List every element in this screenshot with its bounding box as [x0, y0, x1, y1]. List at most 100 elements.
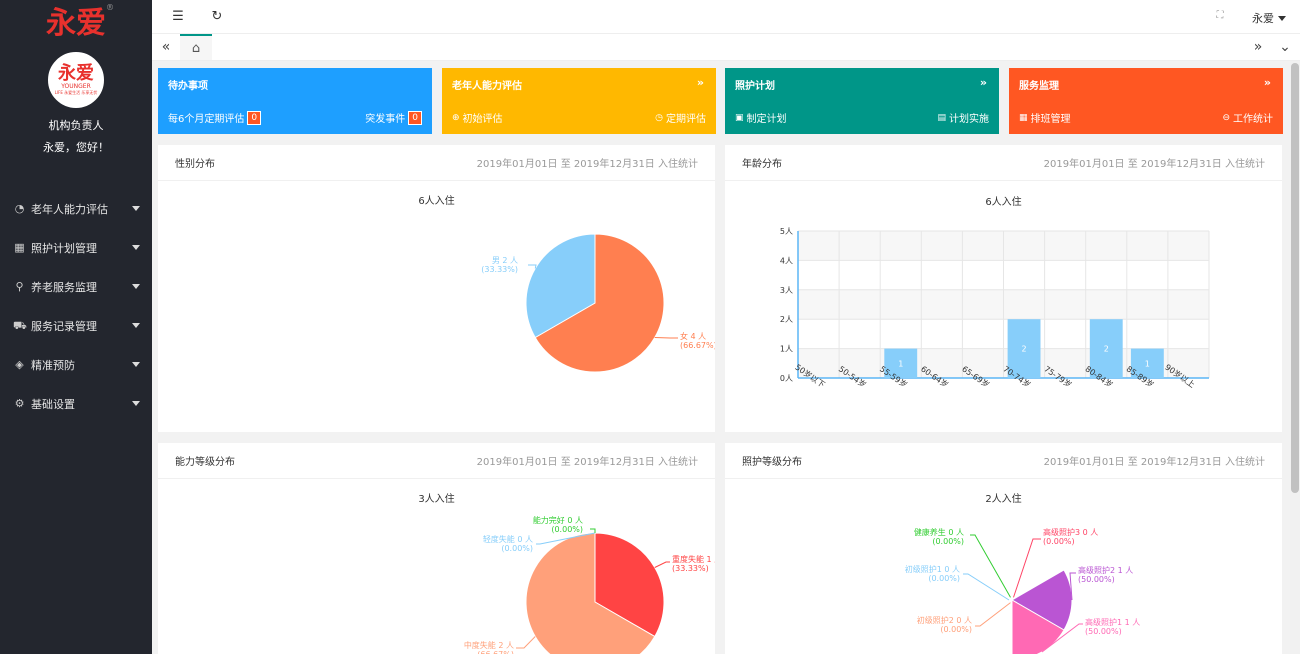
tabs-scroll-left-icon[interactable]: « [161, 39, 171, 55]
double-chevron-right-icon[interactable]: » [696, 76, 704, 89]
bar-value-label: 2 [1022, 345, 1027, 354]
chart-subtitle: 3人入住 [418, 494, 455, 505]
pie-slice [525, 233, 596, 339]
sidebar: 永爱 ® 永爱 YOUNGER LIFE 永爱生活 乐享无忧 机构负责人 永爱，… [0, 0, 152, 654]
label-line [1041, 623, 1083, 653]
avatar-logo-line2: LIFE 永爱生活 乐享无忧 [54, 90, 98, 95]
label-line [963, 573, 1010, 601]
user-role: 机构负责人 [48, 119, 104, 132]
slice-label-name: 高级照护3 0 人 [1043, 527, 1098, 537]
initial-assessment-link[interactable]: ⊕ 初始评估 [452, 110, 503, 126]
make-plan-link[interactable]: ▣ 制定计划 [735, 110, 787, 126]
sidebar-item-care-plan[interactable]: ▦ 照护计划管理 [0, 228, 152, 267]
gauge-icon: ◔ [14, 202, 25, 215]
caret-down-icon [132, 362, 140, 367]
sidebar-item-ability-assessment[interactable]: ◔ 老年人能力评估 [0, 189, 152, 228]
minus-circle-icon: ⊖ [1222, 112, 1230, 123]
y-tick-label: 3人 [780, 286, 793, 295]
slice-label-percent: (0.00%) [551, 525, 583, 534]
calendar-icon: ▣ [735, 112, 744, 123]
slice-label-percent: (0.00%) [928, 574, 960, 583]
truck-icon: ⛟ [13, 319, 27, 332]
sidebar-item-settings[interactable]: ⚙ 基础设置 [0, 384, 152, 423]
card-title: 待办事项 [168, 81, 208, 92]
age-bar [1007, 319, 1041, 378]
shift-management-link[interactable]: ▦ 排班管理 [1019, 110, 1071, 126]
periodic-assessment-link[interactable]: 每6个月定期评估 0 [168, 110, 262, 125]
label-line [536, 532, 596, 545]
link-label: 初始评估 [462, 114, 503, 125]
clock-icon: ◷ [655, 112, 663, 123]
panel-gender: 性别分布 2019年01月01日 至 2019年12月31日 入住统计 6人入住… [158, 145, 715, 432]
double-chevron-right-icon[interactable]: » [1263, 76, 1271, 89]
table-icon: ▦ [1019, 112, 1028, 123]
page-scrollbar-thumb[interactable] [1291, 63, 1299, 493]
card-title: 老年人能力评估 [452, 81, 522, 92]
emergency-link[interactable]: 突发事件 0 [365, 110, 422, 125]
top-header: ☰ ↻ ⛶ 永爱 [152, 0, 1300, 34]
slice-label-name: 轻度失能 0 人 [483, 534, 533, 544]
gear-icon: ⚙ [14, 397, 25, 410]
card-care-plan: 照护计划 » ▣ 制定计划 ▤ 计划实施 [725, 68, 999, 134]
panel-date-range: 2019年01月01日 至 2019年12月31日 入住统计 [1043, 159, 1265, 170]
label-line [654, 561, 670, 568]
slice-label-name: 健康养生 0 人 [914, 527, 964, 537]
avatar-logo-line1: YOUNGER [61, 83, 91, 90]
bar-value-label: 2 [1104, 345, 1109, 354]
slice-label-percent: (66.67%) [477, 650, 514, 654]
sidebar-item-service-supervision[interactable]: ⚲ 养老服务监理 [0, 267, 152, 306]
sidebar-item-prevention[interactable]: ◈ 精准预防 [0, 345, 152, 384]
tab-home[interactable]: ⌂ [180, 34, 212, 60]
caret-down-icon [1278, 15, 1286, 21]
label-line [1013, 538, 1041, 598]
pie-slice [594, 532, 665, 638]
panel-date-range: 2019年01月01日 至 2019年12月31日 入住统计 [1043, 457, 1265, 468]
plan-execution-link[interactable]: ▤ 计划实施 [937, 110, 989, 126]
user-menu[interactable]: 永爱 [1252, 10, 1286, 26]
label-line [975, 602, 1011, 627]
refresh-icon[interactable]: ↻ [211, 9, 223, 24]
panel-title: 能力等级分布 [175, 457, 235, 468]
plus-circle-icon: ⊕ [452, 112, 460, 123]
panel-title: 性别分布 [175, 159, 215, 170]
sidebar-item-service-records[interactable]: ⛟ 服务记录管理 [0, 306, 152, 345]
label-line [590, 528, 596, 533]
link-label: 计划实施 [949, 114, 989, 125]
user-name: 永爱 [1252, 12, 1274, 25]
label-line [970, 534, 1011, 598]
registered-mark: ® [106, 3, 114, 12]
avatar[interactable]: 永爱 YOUNGER LIFE 永爱生活 乐享无忧 [48, 52, 104, 108]
slice-label-name: 男 2 人 [492, 256, 518, 265]
periodic-assessment-link[interactable]: ◷ 定期评估 [655, 110, 706, 126]
brand-logo[interactable]: 永爱 ® [0, 0, 152, 41]
work-statistics-link[interactable]: ⊖ 工作统计 [1222, 110, 1273, 126]
fullscreen-icon[interactable]: ⛶ [1216, 10, 1224, 21]
y-tick-label: 2人 [780, 315, 793, 324]
search-icon: ⚲ [15, 280, 24, 293]
caret-down-icon [132, 401, 140, 406]
slice-label-name: 高级照护1 1 人 [1085, 617, 1140, 627]
tabs-scroll-right-icon[interactable]: » [1253, 39, 1263, 55]
sidebar-item-label: 基础设置 [31, 397, 75, 411]
slice-label-percent: (50.00%) [1078, 575, 1115, 584]
sidebar-item-label: 服务记录管理 [31, 319, 97, 333]
menu-toggle-icon[interactable]: ☰ [172, 9, 184, 24]
avatar-logo-text: 永爱 [58, 63, 94, 84]
count-badge: 0 [247, 110, 262, 125]
gender-pie-chart: 女 4 人(66.67%) 男 2 人(33.33%) [481, 233, 715, 373]
shield-icon: ◈ [15, 358, 24, 371]
slice-label-name: 中度失能 2 人 [464, 640, 514, 650]
user-greeting: 永爱，您好！ [43, 141, 109, 154]
slice-label-percent: (0.00%) [1043, 537, 1075, 546]
label-line [654, 337, 678, 339]
y-tick-label: 0人 [780, 374, 793, 383]
slice-label-percent: (0.00%) [932, 537, 964, 546]
slice-label-name: 女 4 人 [680, 331, 706, 341]
tabs-menu-chevron-icon[interactable]: ⌄ [1279, 39, 1291, 55]
age-bar [1089, 319, 1123, 378]
sidebar-item-label: 照护计划管理 [31, 241, 97, 255]
sidebar-item-label: 精准预防 [31, 358, 75, 372]
double-chevron-right-icon[interactable]: » [979, 76, 987, 89]
clipboard-icon: ▤ [937, 112, 946, 123]
chart-subtitle: 2人入住 [985, 494, 1022, 505]
